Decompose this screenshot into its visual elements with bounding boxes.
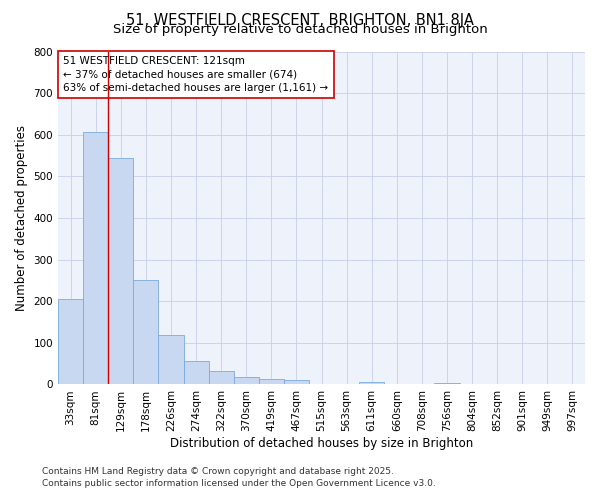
Text: 51, WESTFIELD CRESCENT, BRIGHTON, BN1 8JA: 51, WESTFIELD CRESCENT, BRIGHTON, BN1 8J… [126, 12, 474, 28]
Bar [108, 158, 133, 384]
Text: Size of property relative to detached houses in Brighton: Size of property relative to detached ho… [113, 22, 487, 36]
Bar [58, 299, 83, 384]
Text: 51 WESTFIELD CRESCENT: 121sqm
← 37% of detached houses are smaller (674)
63% of : 51 WESTFIELD CRESCENT: 121sqm ← 37% of d… [64, 56, 328, 93]
Bar [434, 383, 460, 384]
Bar [158, 334, 184, 384]
Bar [259, 378, 284, 384]
X-axis label: Distribution of detached houses by size in Brighton: Distribution of detached houses by size … [170, 437, 473, 450]
Bar [284, 380, 309, 384]
Bar [233, 377, 259, 384]
Bar [209, 370, 233, 384]
Text: Contains HM Land Registry data © Crown copyright and database right 2025.
Contai: Contains HM Land Registry data © Crown c… [42, 466, 436, 487]
Bar [83, 132, 108, 384]
Bar [359, 382, 384, 384]
Bar [133, 280, 158, 384]
Y-axis label: Number of detached properties: Number of detached properties [15, 125, 28, 311]
Bar [184, 360, 209, 384]
